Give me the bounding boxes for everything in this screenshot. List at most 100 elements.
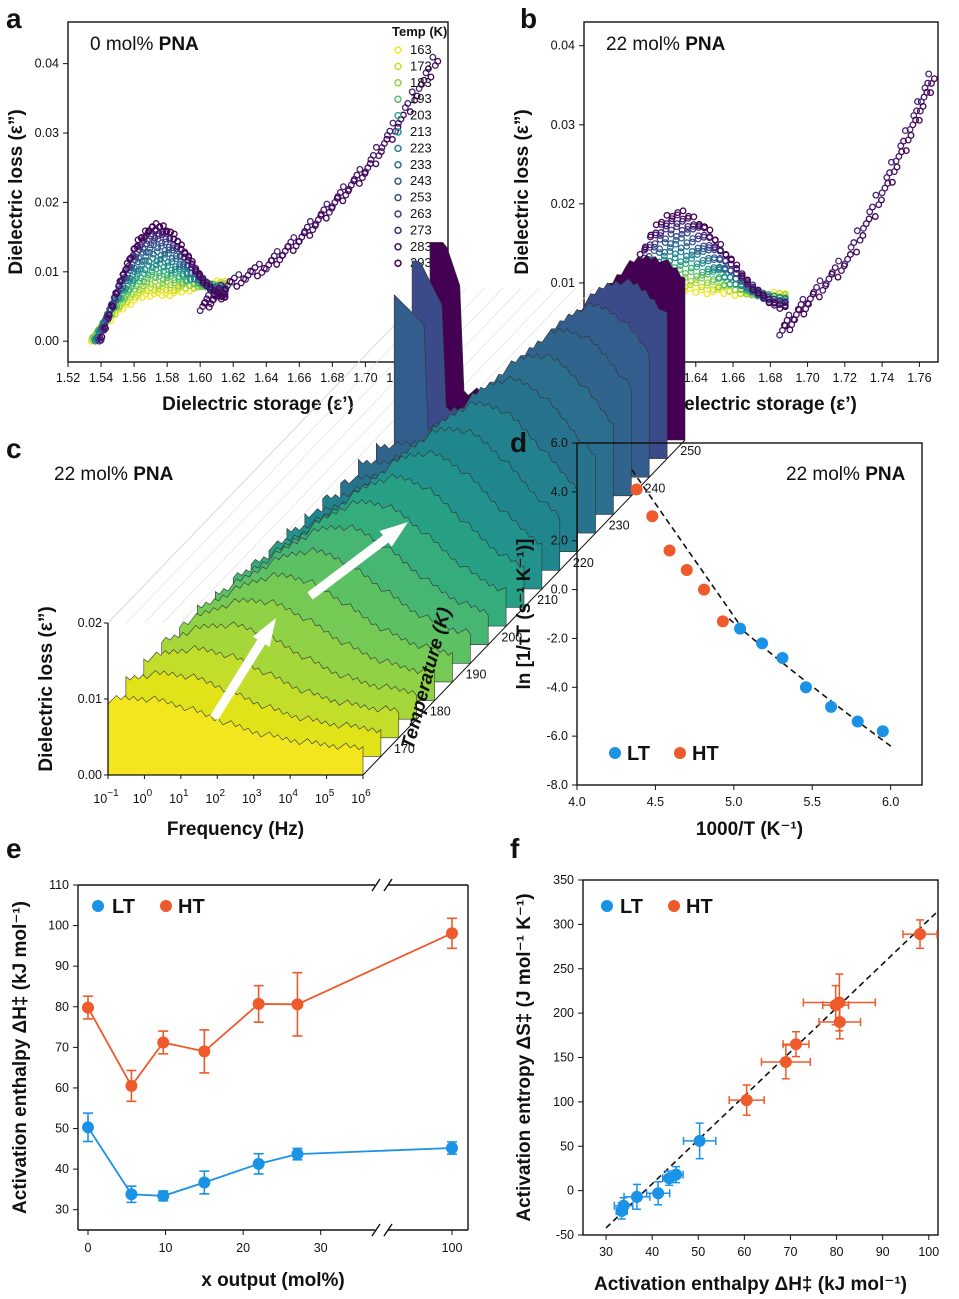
data-point bbox=[153, 257, 161, 265]
legend-marker bbox=[394, 210, 402, 218]
y-tick-label: 0 bbox=[567, 1184, 574, 1198]
data-point bbox=[188, 258, 196, 265]
data-point bbox=[711, 236, 719, 244]
data-point bbox=[361, 170, 369, 177]
y-tick-label: 350 bbox=[553, 873, 574, 887]
legend-marker bbox=[394, 259, 402, 267]
data-point bbox=[251, 264, 259, 272]
x-tick-label: 6.0 bbox=[882, 795, 899, 809]
trend-arrow bbox=[210, 618, 276, 721]
y-axis-label: Dielectric loss (ε”) bbox=[36, 606, 57, 771]
axis-break-mark bbox=[371, 878, 381, 892]
data-point bbox=[344, 187, 352, 195]
data-point bbox=[284, 243, 292, 251]
y-tick-label: 250 bbox=[553, 962, 574, 976]
data-point bbox=[167, 228, 175, 236]
data-point bbox=[720, 290, 728, 298]
data-point bbox=[679, 207, 687, 215]
data-point bbox=[887, 158, 895, 166]
data-point bbox=[853, 248, 861, 256]
x-tick-label: 1.60 bbox=[188, 371, 212, 385]
data-point bbox=[673, 220, 681, 228]
x-tick-label: 1.66 bbox=[287, 371, 311, 385]
data-point bbox=[221, 294, 229, 301]
x-tick-label: 1.68 bbox=[758, 371, 782, 385]
data-point bbox=[636, 250, 644, 258]
x-tick-label: 1.68 bbox=[320, 371, 344, 385]
data-point bbox=[781, 291, 789, 299]
panel-label-c: c bbox=[6, 433, 22, 464]
y-tick-label: 0.01 bbox=[551, 276, 575, 290]
data-point bbox=[404, 99, 412, 107]
data-point bbox=[333, 194, 341, 202]
data-point-lt bbox=[82, 1121, 94, 1134]
data-point bbox=[270, 252, 278, 260]
data-point bbox=[717, 240, 725, 248]
z-tick-label: 190 bbox=[466, 668, 487, 682]
data-point bbox=[209, 296, 217, 304]
legend-marker bbox=[394, 111, 402, 120]
data-point bbox=[196, 270, 204, 278]
data-point-lt bbox=[291, 1148, 304, 1161]
legend-entry: 163 bbox=[410, 42, 432, 57]
data-point bbox=[771, 299, 778, 307]
data-point bbox=[646, 243, 654, 251]
data-point bbox=[672, 236, 680, 244]
data-point bbox=[706, 226, 714, 234]
data-point bbox=[420, 76, 428, 84]
data-point bbox=[151, 274, 159, 282]
x-tick-label: 102 bbox=[206, 788, 226, 806]
panel-f: f 30 40 50 60 70 80 90 100 -50 0 50 100 150 200 250 300 3… bbox=[510, 833, 939, 1295]
data-point bbox=[171, 276, 179, 284]
data-point bbox=[688, 238, 696, 246]
x-tick-base: 10 bbox=[278, 792, 292, 806]
y-tick-label: 0.04 bbox=[35, 57, 59, 71]
axis-break-mark bbox=[371, 1223, 381, 1237]
data-point bbox=[181, 250, 189, 258]
annotation-prefix: 22 mol% bbox=[54, 464, 133, 485]
data-point bbox=[695, 220, 703, 228]
data-point bbox=[317, 212, 325, 220]
data-point bbox=[878, 196, 885, 204]
data-point bbox=[111, 294, 119, 302]
y-tick-label: 0.00 bbox=[35, 334, 59, 348]
data-point bbox=[781, 295, 789, 303]
data-point bbox=[703, 281, 711, 289]
y-axis-label: Activation entropy ΔS‡ (J mol⁻¹ K⁻¹) bbox=[514, 893, 535, 1221]
data-point bbox=[434, 57, 442, 65]
plot-frame bbox=[583, 21, 939, 363]
data-point bbox=[671, 250, 679, 258]
data-point bbox=[834, 273, 842, 281]
data-point bbox=[217, 281, 225, 289]
panel-label-d: d bbox=[510, 427, 527, 458]
data-point-ht bbox=[698, 583, 711, 596]
data-point-lt bbox=[630, 1190, 643, 1203]
data-point-ht bbox=[291, 998, 304, 1011]
data-point bbox=[809, 290, 817, 298]
legend-entry-lt: LT bbox=[620, 896, 643, 918]
x-tick-label: 0 bbox=[85, 1241, 92, 1255]
data-point bbox=[800, 310, 808, 318]
data-point-ht bbox=[446, 927, 458, 940]
data-point bbox=[424, 65, 432, 73]
data-point bbox=[427, 73, 435, 81]
data-point-lt bbox=[198, 1176, 211, 1189]
data-point-ht bbox=[198, 1045, 211, 1058]
data-point bbox=[235, 271, 243, 279]
data-point bbox=[159, 222, 167, 230]
data-point bbox=[869, 203, 876, 211]
annotation-bold: PNA bbox=[865, 464, 905, 485]
z-tick-label: 170 bbox=[394, 742, 415, 756]
data-point bbox=[203, 279, 211, 287]
data-point bbox=[795, 306, 803, 314]
z-tick-label: 250 bbox=[680, 444, 701, 458]
x-tick-label: 100 bbox=[442, 1241, 463, 1255]
data-point bbox=[791, 316, 798, 324]
data-point bbox=[214, 288, 221, 296]
data-point bbox=[145, 227, 153, 235]
legend-marker-ht bbox=[160, 900, 172, 912]
data-point bbox=[322, 214, 330, 222]
data-point bbox=[353, 171, 361, 179]
x-tick-label: 90 bbox=[876, 1245, 890, 1259]
